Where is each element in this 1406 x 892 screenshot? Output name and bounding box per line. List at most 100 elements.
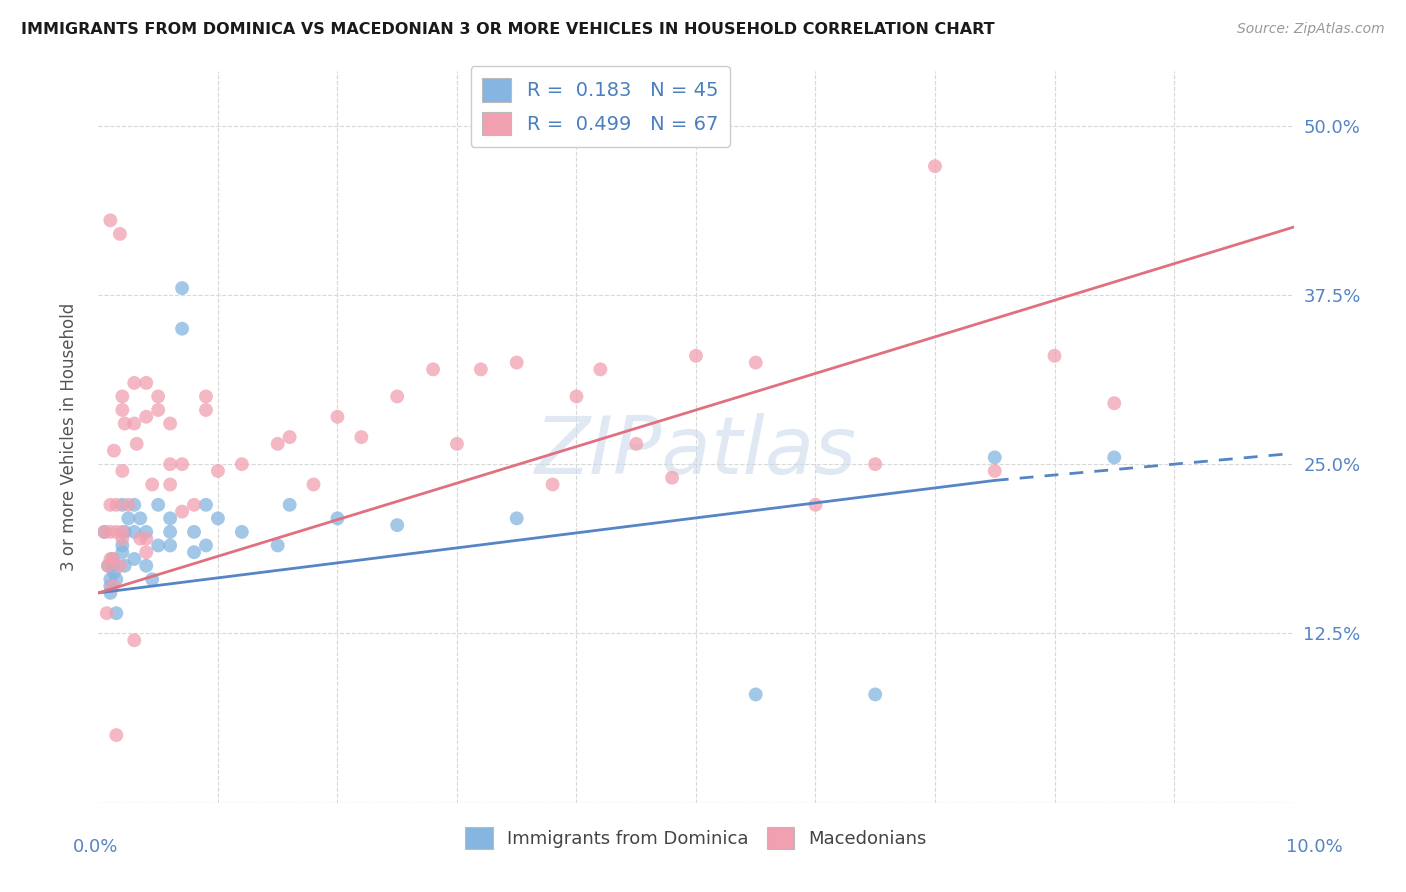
Point bbox=[231, 524, 253, 539]
Point bbox=[111, 538, 134, 552]
Point bbox=[172, 457, 194, 471]
Point bbox=[101, 579, 124, 593]
Point bbox=[108, 227, 131, 241]
Point bbox=[141, 477, 163, 491]
Point bbox=[129, 511, 152, 525]
Point bbox=[1104, 450, 1126, 465]
Point bbox=[267, 437, 290, 451]
Point bbox=[350, 430, 373, 444]
Point bbox=[541, 477, 564, 491]
Point bbox=[93, 524, 115, 539]
Point bbox=[506, 355, 529, 369]
Point bbox=[159, 524, 181, 539]
Point bbox=[124, 552, 146, 566]
Point bbox=[96, 606, 118, 620]
Point bbox=[984, 464, 1007, 478]
Point bbox=[124, 633, 146, 648]
Point bbox=[98, 586, 122, 600]
Point bbox=[108, 558, 131, 573]
Point bbox=[159, 538, 181, 552]
Legend: Immigrants from Dominica, Macedonians: Immigrants from Dominica, Macedonians bbox=[458, 820, 934, 856]
Point bbox=[470, 362, 492, 376]
Point bbox=[98, 498, 122, 512]
Point bbox=[267, 538, 290, 552]
Point bbox=[661, 471, 683, 485]
Point bbox=[278, 430, 301, 444]
Text: Source: ZipAtlas.com: Source: ZipAtlas.com bbox=[1237, 22, 1385, 37]
Point bbox=[98, 213, 122, 227]
Point bbox=[385, 389, 409, 403]
Point bbox=[159, 417, 181, 431]
Text: 0.0%: 0.0% bbox=[73, 838, 118, 855]
Point bbox=[326, 511, 349, 525]
Point bbox=[626, 437, 648, 451]
Point bbox=[183, 524, 205, 539]
Point bbox=[159, 511, 181, 525]
Y-axis label: 3 or more Vehicles in Household: 3 or more Vehicles in Household bbox=[59, 303, 77, 571]
Point bbox=[124, 417, 146, 431]
Point bbox=[183, 545, 205, 559]
Point bbox=[105, 728, 128, 742]
Point bbox=[804, 498, 827, 512]
Point bbox=[865, 688, 887, 702]
Point bbox=[103, 443, 125, 458]
Point bbox=[135, 524, 157, 539]
Point bbox=[446, 437, 468, 451]
Point bbox=[135, 409, 157, 424]
Point bbox=[159, 477, 181, 491]
Point bbox=[111, 524, 134, 539]
Point bbox=[195, 403, 218, 417]
Point bbox=[101, 558, 124, 573]
Point bbox=[745, 688, 768, 702]
Point bbox=[129, 532, 152, 546]
Point bbox=[385, 518, 409, 533]
Point bbox=[125, 437, 148, 451]
Point bbox=[124, 498, 146, 512]
Point bbox=[114, 524, 136, 539]
Text: ZIPatlas: ZIPatlas bbox=[534, 413, 858, 491]
Point bbox=[124, 376, 146, 390]
Point bbox=[135, 532, 157, 546]
Point bbox=[135, 545, 157, 559]
Point bbox=[117, 498, 139, 512]
Point bbox=[111, 532, 134, 546]
Point bbox=[98, 579, 122, 593]
Point bbox=[98, 552, 122, 566]
Point bbox=[135, 558, 157, 573]
Point bbox=[111, 389, 134, 403]
Point bbox=[302, 477, 325, 491]
Point bbox=[148, 389, 170, 403]
Point bbox=[984, 450, 1007, 465]
Point bbox=[1043, 349, 1066, 363]
Point bbox=[111, 545, 134, 559]
Point bbox=[98, 572, 122, 586]
Point bbox=[231, 457, 253, 471]
Point bbox=[506, 511, 529, 525]
Point bbox=[924, 159, 946, 173]
Point bbox=[148, 403, 170, 417]
Point bbox=[101, 552, 124, 566]
Point bbox=[685, 349, 707, 363]
Point bbox=[97, 558, 120, 573]
Point bbox=[141, 572, 163, 586]
Point bbox=[183, 498, 205, 512]
Point bbox=[105, 524, 128, 539]
Point bbox=[114, 417, 136, 431]
Point bbox=[195, 498, 218, 512]
Point bbox=[207, 464, 229, 478]
Point bbox=[105, 498, 128, 512]
Point bbox=[93, 524, 115, 539]
Point bbox=[865, 457, 887, 471]
Point bbox=[172, 281, 194, 295]
Point bbox=[207, 511, 229, 525]
Point bbox=[117, 511, 139, 525]
Point bbox=[124, 524, 146, 539]
Point bbox=[565, 389, 588, 403]
Point bbox=[111, 464, 134, 478]
Point bbox=[159, 457, 181, 471]
Point bbox=[97, 558, 120, 573]
Point bbox=[135, 376, 157, 390]
Point bbox=[148, 498, 170, 512]
Point bbox=[195, 389, 218, 403]
Point bbox=[172, 505, 194, 519]
